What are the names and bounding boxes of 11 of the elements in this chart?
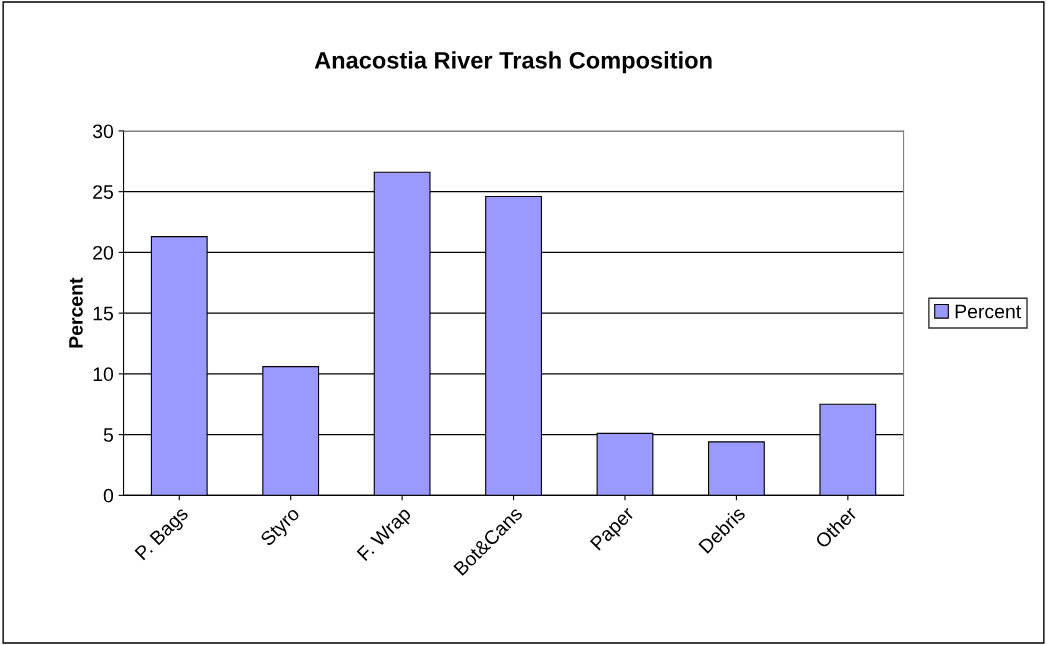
y-tick-label: 5 bbox=[103, 428, 114, 442]
bar bbox=[708, 441, 765, 496]
y-tick-label: 30 bbox=[92, 124, 114, 139]
chart-title: Anacostia River Trash Composition bbox=[314, 51, 712, 74]
y-tick-label: 10 bbox=[93, 367, 114, 382]
y-tick-label: 0 bbox=[103, 488, 114, 503]
y-tick-label: 15 bbox=[93, 306, 114, 321]
y-tick-label: 20 bbox=[93, 245, 114, 260]
y-axis-title: Percent bbox=[69, 277, 83, 348]
y-tick-label: 25 bbox=[93, 185, 114, 199]
legend-label: Percent bbox=[955, 304, 1022, 319]
